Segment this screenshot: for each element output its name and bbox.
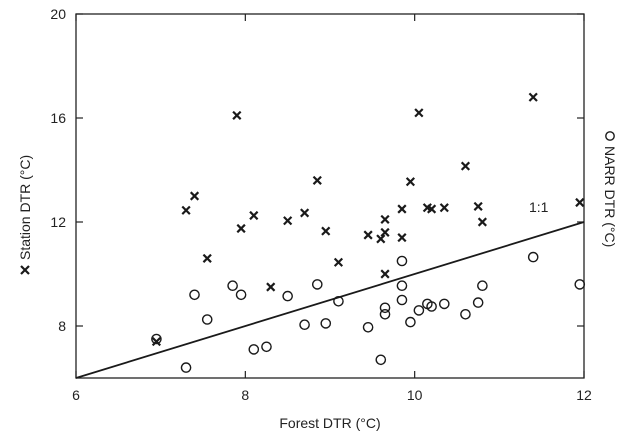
narr-point-24 — [440, 299, 449, 308]
x-tick-label-1: 8 — [241, 387, 249, 403]
narr-point-14 — [376, 355, 385, 364]
station-point-6 — [250, 212, 258, 220]
station-point-29 — [576, 199, 584, 207]
narr-point-1 — [181, 363, 190, 372]
narr-point-19 — [397, 295, 406, 304]
one-to-one-line: 1:1 — [76, 199, 584, 378]
station-point-10 — [314, 177, 322, 185]
station-point-13 — [364, 231, 372, 239]
x-tick-label-2: 10 — [407, 387, 423, 403]
station-point-17 — [381, 229, 389, 237]
station-point-26 — [474, 203, 482, 211]
narr-point-2 — [190, 290, 199, 299]
narr-point-9 — [300, 320, 309, 329]
station-legend-x-marker — [21, 266, 29, 274]
narr-point-21 — [414, 306, 423, 315]
narr-point-25 — [461, 310, 470, 319]
station-point-16 — [381, 270, 389, 278]
station-point-8 — [284, 217, 292, 225]
station-point-21 — [415, 109, 423, 117]
station-point-14 — [377, 235, 385, 243]
y-axis-title-group: Station DTR (°C) — [17, 155, 33, 274]
narr-point-7 — [262, 342, 271, 351]
y2-axis-title-group: NARR DTR (°C) — [602, 132, 618, 247]
station-point-15 — [381, 216, 389, 224]
station-point-25 — [462, 162, 470, 170]
station-point-7 — [267, 283, 275, 291]
narr-series — [152, 253, 585, 373]
station-point-12 — [335, 259, 343, 267]
x-tick-label-0: 6 — [72, 387, 80, 403]
y-tick-label-1: 12 — [50, 214, 66, 230]
narr-point-10 — [313, 280, 322, 289]
station-point-11 — [322, 227, 330, 235]
axis-ticks: 6 8 10 12 8 12 16 20 — [50, 6, 592, 403]
station-point-19 — [398, 234, 406, 242]
y-axis-title: Station DTR (°C) — [17, 155, 33, 260]
station-point-28 — [529, 93, 537, 101]
narr-point-20 — [406, 318, 415, 327]
station-point-18 — [398, 205, 406, 213]
x-tick-label-3: 12 — [576, 387, 592, 403]
narr-point-18 — [397, 281, 406, 290]
station-series — [153, 93, 584, 345]
y-tick-label-3: 20 — [50, 6, 66, 22]
narr-point-6 — [249, 345, 258, 354]
station-point-20 — [407, 178, 415, 186]
narr-point-26 — [474, 298, 483, 307]
station-point-9 — [301, 209, 309, 217]
station-point-24 — [441, 204, 449, 212]
narr-legend-circle-marker — [606, 132, 614, 140]
narr-point-16 — [380, 303, 389, 312]
narr-point-28 — [529, 253, 538, 262]
reference-line-label: 1:1 — [529, 199, 549, 215]
station-point-4 — [233, 112, 241, 120]
narr-point-11 — [321, 319, 330, 328]
station-point-27 — [479, 218, 487, 226]
station-point-5 — [237, 225, 245, 233]
station-point-2 — [191, 192, 199, 200]
narr-point-5 — [237, 290, 246, 299]
narr-point-8 — [283, 292, 292, 301]
reference-line — [76, 222, 584, 378]
narr-point-27 — [478, 281, 487, 290]
station-point-1 — [182, 207, 190, 215]
station-point-3 — [203, 255, 211, 263]
y-tick-label-0: 8 — [58, 318, 66, 334]
narr-point-17 — [397, 256, 406, 265]
x-axis-title: Forest DTR (°C) — [279, 415, 380, 431]
narr-point-4 — [228, 281, 237, 290]
narr-point-29 — [575, 280, 584, 289]
narr-point-3 — [203, 315, 212, 324]
narr-point-13 — [364, 323, 373, 332]
y2-axis-title: NARR DTR (°C) — [602, 146, 618, 247]
y-tick-label-2: 16 — [50, 110, 66, 126]
